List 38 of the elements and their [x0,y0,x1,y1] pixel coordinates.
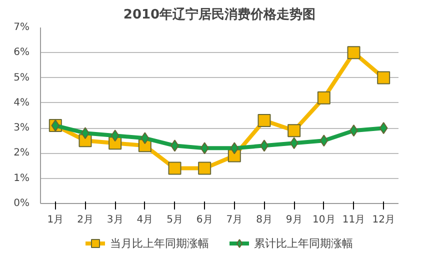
legend-label: 当月比上年同期涨幅 [110,236,209,250]
point [198,162,212,175]
x-tick-label: 1月 [47,214,64,226]
point [288,124,301,138]
y-tick-label: 6% [14,47,30,58]
x-tick-label: 5月 [166,214,183,226]
y-tick-label: 0% [14,198,30,209]
x-tick-label: 11月 [342,214,366,226]
y-tick-label: 7% [14,22,30,33]
x-tick-label: 8月 [256,214,272,226]
point [377,71,390,84]
y-tick-label: 1% [14,172,30,184]
point [258,114,271,128]
y-tick-label: 4% [14,97,30,108]
x-tick-label: 3月 [106,214,124,226]
point [200,142,209,154]
point [347,46,360,60]
y-tick-label: 5% [14,72,30,84]
point [320,134,328,147]
y-tick-label: 2% [14,148,30,159]
x-tick-label: 10月 [312,214,336,226]
point [290,137,298,150]
x-tick-label: 2月 [77,214,94,226]
x-tick-label: 9月 [286,214,302,226]
point [140,132,150,144]
point [230,142,239,154]
point [379,122,388,134]
x-tick-label: 7月 [226,214,243,226]
x-tick-label: 12月 [372,214,395,226]
point [51,120,60,132]
chart-title: 2010年辽宁居民消费价格走势图 [123,6,316,22]
x-tick-label: 6月 [196,214,213,226]
y-tick-label: 3% [14,122,30,134]
point [168,162,182,175]
x-tick-label: 4月 [136,214,154,226]
point [317,91,330,104]
point [110,130,120,142]
legend-label: 累计比上年同期涨幅 [254,236,353,250]
